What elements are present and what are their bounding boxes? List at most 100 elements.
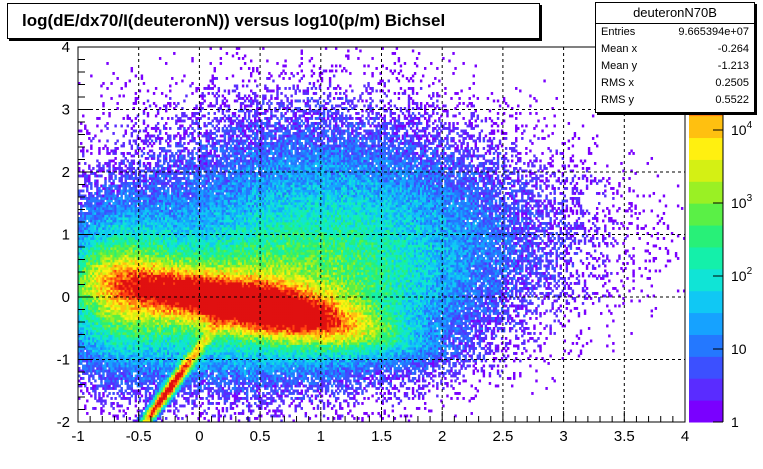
heatmap-cell [92, 194, 95, 198]
heatmap-cell [104, 184, 107, 188]
heatmap-cell [80, 224, 83, 228]
heatmap-cell [94, 257, 97, 260]
heatmap-cell [96, 354, 99, 358]
heatmap-cell [171, 169, 174, 173]
heatmap-cell [162, 179, 166, 183]
heatmap-cell [80, 197, 83, 200]
heatmap-cell [78, 374, 81, 378]
heatmap-cell [90, 369, 93, 373]
heatmap-cell [167, 117, 170, 120]
heatmap-cell [165, 139, 168, 143]
heatmap-cell [112, 182, 115, 185]
heatmap-cell [90, 354, 93, 358]
heatmap-cell [98, 272, 101, 275]
heatmap-cell [181, 159, 184, 163]
heatmap-cell [98, 302, 101, 305]
heatmap-cell [86, 257, 89, 260]
heatmap-cell [124, 412, 127, 415]
heatmap-cell [92, 287, 95, 290]
heatmap-cell [162, 124, 166, 128]
heatmap-cell [152, 134, 156, 138]
heatmap-cell [80, 342, 83, 345]
heatmap-cell [88, 367, 91, 370]
heatmap-cell [80, 189, 83, 193]
heatmap-cell [90, 224, 93, 228]
heatmap-cell [80, 227, 83, 230]
heatmap-cell [80, 292, 83, 295]
heatmap-cell [165, 177, 168, 180]
heatmap-cell [100, 334, 103, 338]
heatmap-cell [158, 152, 162, 155]
heatmap-cell [122, 159, 125, 163]
heatmap-cell [80, 347, 83, 350]
heatmap-cell [124, 389, 127, 393]
heatmap-cell [167, 142, 170, 145]
heatmap-cell [158, 129, 162, 133]
heatmap-cell [88, 337, 91, 340]
heatmap-cell [134, 204, 138, 208]
heatmap-cell [84, 284, 87, 288]
heatmap-cell [100, 379, 103, 383]
heatmap-cell [173, 154, 176, 158]
heatmap-cell [90, 207, 93, 210]
heatmap-cell [158, 414, 162, 418]
heatmap-cell [88, 344, 91, 348]
heatmap-cell [78, 194, 81, 198]
heatmap-cell [88, 304, 91, 308]
heatmap-cell [78, 269, 81, 273]
heatmap-cell [128, 399, 131, 403]
heatmap-cell [86, 274, 89, 278]
heatmap-cell [148, 392, 152, 395]
heatmap-cell [146, 152, 150, 155]
heatmap-cell [104, 319, 107, 323]
heatmap-cell [80, 222, 83, 225]
heatmap-cell [88, 322, 91, 325]
heatmap-cell [90, 217, 93, 220]
heatmap-cell [86, 239, 89, 243]
heatmap-cell [94, 359, 97, 363]
heatmap-cell [100, 349, 103, 353]
heatmap-cell [88, 202, 91, 205]
heatmap-cell [82, 277, 85, 280]
heatmap-cell [84, 319, 87, 323]
heatmap-cell [90, 289, 93, 293]
heatmap-cell [102, 209, 105, 213]
heatmap-cell [86, 272, 89, 275]
heatmap-cell [88, 182, 91, 185]
heatmap-cell [104, 264, 107, 268]
heatmap-cell [94, 184, 97, 188]
heatmap-cell [94, 269, 97, 273]
heatmap-cell [96, 302, 99, 305]
heatmap-cell [102, 282, 105, 285]
heatmap-cell [80, 302, 83, 305]
heatmap-cell [92, 299, 95, 303]
heatmap-cell [100, 267, 103, 270]
heatmap-cell [88, 362, 91, 365]
heatmap-cell [96, 284, 99, 288]
heatmap-cell [88, 209, 91, 213]
heatmap-cell [96, 264, 99, 268]
heatmap-cell [82, 339, 85, 343]
heatmap-cell [94, 224, 97, 228]
heatmap-cell [104, 302, 107, 305]
heatmap-cell [98, 344, 101, 348]
heatmap-cell [102, 102, 105, 105]
heatmap-cell [98, 202, 101, 205]
heatmap-cell [134, 404, 138, 408]
heatmap-cell [134, 187, 138, 190]
heatmap-cell [146, 157, 150, 160]
heatmap-cell [94, 259, 97, 263]
heatmap-cell [92, 344, 95, 348]
heatmap-cell [104, 287, 107, 290]
heatmap-cell [80, 334, 83, 338]
heatmap-cell [86, 289, 89, 293]
heatmap-cell [165, 159, 168, 163]
heatmap-cell [102, 372, 105, 375]
heatmap-cell [96, 362, 99, 365]
heatmap-cell [80, 369, 83, 373]
heatmap-cell [98, 314, 101, 318]
heatmap-cell [88, 324, 91, 328]
heatmap-cell [84, 184, 87, 188]
heatmap-cell [92, 262, 95, 265]
heatmap-cell [96, 349, 99, 353]
